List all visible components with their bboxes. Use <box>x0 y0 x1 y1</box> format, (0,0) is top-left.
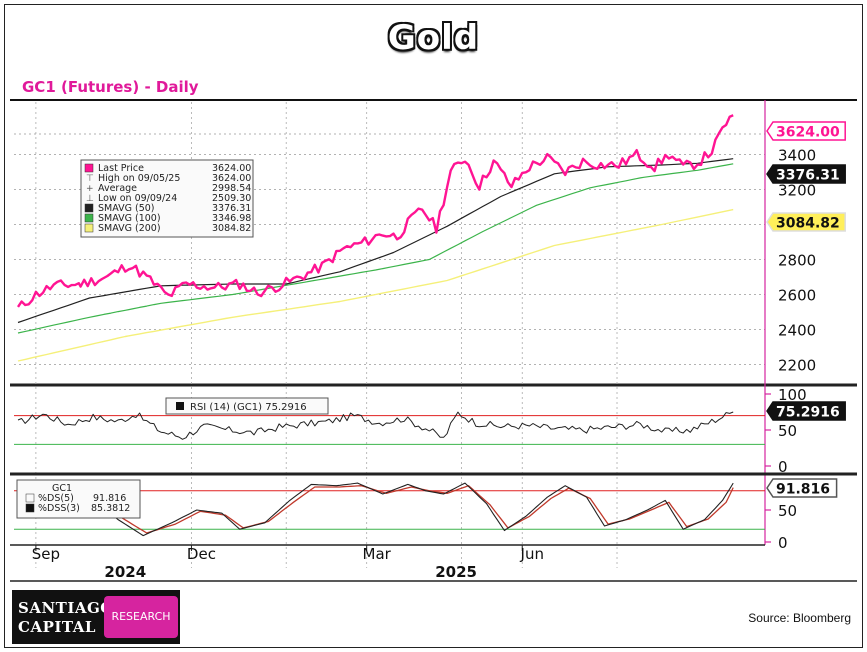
logo-text: SANTIAGO CAPITAL <box>18 599 114 637</box>
rsi-last-value: 75.2916 <box>776 405 840 421</box>
x-tick-label: Sep <box>32 545 60 563</box>
main-legend: Last Price 3624.00 High on 09/05/25 3624.00… <box>80 159 254 238</box>
x-year-label: 2024 <box>104 563 146 581</box>
rsi-legend-label: RSI (14) (GC1) 75.2916 <box>190 402 307 413</box>
rsi-line <box>17 411 734 440</box>
legend-label: SMAVG (200) <box>98 223 161 234</box>
dss-legend-value: 85.3812 <box>91 503 130 514</box>
rsi-legend-box <box>165 397 329 415</box>
sma50-last-value-group: 3376.31 <box>766 164 846 184</box>
x-tick-label: Dec <box>187 545 216 563</box>
sma50-last-value: 3376.31 <box>776 168 840 184</box>
price-line <box>17 114 734 308</box>
legend-value: 3346.98 <box>212 213 251 224</box>
page-title: Gold <box>387 18 480 58</box>
dss-legend-label: %DS(5) <box>38 493 74 504</box>
legend-label: SMAVG (100) <box>98 213 161 224</box>
logo: SANTIAGO CAPITAL RESEARCH <box>12 590 180 644</box>
sma200-last-value-group: 3084.82 <box>766 212 846 232</box>
legend-value: 3084.82 <box>212 223 251 234</box>
legend-glyph: + <box>86 184 94 194</box>
legend-glyph: ⊤ <box>86 174 94 184</box>
sma200-last-value-bg <box>766 212 846 232</box>
x-year-label: 2025 <box>435 563 477 581</box>
sma200-line <box>17 208 734 362</box>
dss-legend-swatch <box>25 503 35 513</box>
main-y-tick-label: 3400 <box>778 147 816 165</box>
dss-y-tick-label: 0 <box>778 534 788 552</box>
dss-legend-value: 91.816 <box>93 493 126 504</box>
legend-swatch <box>84 203 94 213</box>
legend-label: Low on 09/09/24 <box>98 193 177 204</box>
main-y-tick-label: 2800 <box>778 252 816 270</box>
sma50-line <box>17 158 734 324</box>
x-tick-label: Jun <box>520 545 544 563</box>
price-last-value-group: 3624.00 <box>766 121 846 141</box>
rsi-legend: RSI (14) (GC1) 75.2916 <box>165 397 329 415</box>
legend-swatch <box>84 163 94 173</box>
x-tick-label: Mar <box>363 545 392 563</box>
chart-frame <box>4 4 863 648</box>
legend-swatch <box>84 213 94 223</box>
dss-y-tick-label: 50 <box>778 502 797 520</box>
source-label: Source: Bloomberg <box>748 611 851 625</box>
legend-glyph: ⊥ <box>86 194 94 204</box>
chart-subtitle: GC1 (Futures) - Daily <box>22 78 199 96</box>
logo-badge: RESEARCH <box>104 596 178 638</box>
main-y-tick-label: 3200 <box>778 182 816 200</box>
sma100-line <box>17 163 734 334</box>
main-y-tick-label: 2200 <box>778 357 816 375</box>
legend-value: 3624.00 <box>212 173 251 184</box>
rsi-last-value-group: 75.2916 <box>766 401 846 421</box>
rsi-y-tick-label: 100 <box>778 386 807 404</box>
dss-legend-box <box>16 479 141 519</box>
price-last-value-bg <box>766 121 846 141</box>
rsi-y-tick-label: 0 <box>778 458 788 476</box>
price-last-value: 3624.00 <box>776 125 840 141</box>
dss-last-value-bg <box>766 478 838 498</box>
rsi-y-tick-label: 50 <box>778 422 797 440</box>
legend-value: 2998.54 <box>212 183 251 194</box>
dss-last-value: 91.816 <box>776 482 830 498</box>
legend-label: Average <box>98 183 137 194</box>
dss-legend-label: %DSS(3) <box>38 503 80 514</box>
logo-line1: SANTIAGO <box>18 599 114 617</box>
logo-line2: CAPITAL <box>18 618 96 636</box>
legend-label: SMAVG (50) <box>98 203 155 214</box>
legend-value: 3624.00 <box>212 163 251 174</box>
legend-value: 2509.30 <box>212 193 251 204</box>
main-y-tick-label: 2400 <box>778 322 816 340</box>
main-legend-box <box>80 159 254 238</box>
dss-last-value-group: 91.816 <box>766 478 838 498</box>
dss-legend-swatch <box>25 493 35 503</box>
dss-legend: GC1%DS(5) 91.816 %DSS(3) 85.3812 <box>16 479 141 519</box>
legend-swatch <box>84 223 94 233</box>
sma50-last-value-bg <box>766 164 846 184</box>
legend-value: 3376.31 <box>212 203 251 214</box>
sma200-last-value: 3084.82 <box>776 216 840 232</box>
rsi-last-value-bg <box>766 401 846 421</box>
legend-label: High on 09/05/25 <box>98 173 180 184</box>
dss-legend-label: GC1 <box>52 483 72 494</box>
legend-label: Last Price <box>98 163 144 174</box>
rsi-legend-swatch <box>176 402 184 410</box>
main-y-tick-label: 2600 <box>778 287 816 305</box>
ds-line <box>17 482 734 537</box>
